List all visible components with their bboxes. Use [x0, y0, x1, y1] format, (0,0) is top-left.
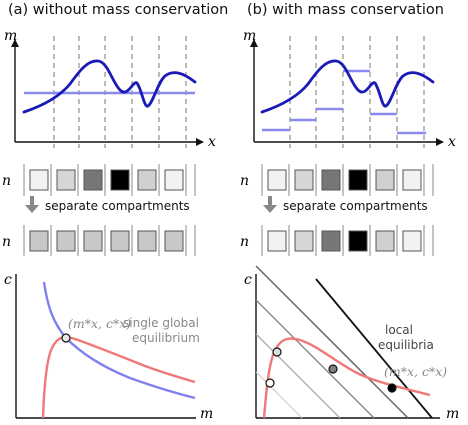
compartment-box — [375, 169, 395, 191]
compartment-box — [137, 169, 157, 191]
panel-b-point-white — [265, 378, 275, 388]
panel-a-compartments-row2 — [23, 225, 196, 256]
panel-b-annotation-line1: local — [385, 323, 413, 337]
panel-a-title: (a) without mass conservation — [8, 2, 229, 18]
compartment-box — [267, 169, 287, 191]
panel-b-profile-curve — [260, 59, 435, 114]
panel-a-equilibrium-point — [61, 333, 71, 343]
panel-b-point-gray — [328, 364, 338, 374]
panel-b-title: (b) with mass conservation — [247, 2, 444, 18]
panel-b-compartments-row2 — [261, 225, 434, 256]
panel-a-bottom-plot: c m (m*x, c*x) single global equilibrium — [4, 272, 213, 422]
panel-b-compartments-row1 — [261, 164, 434, 196]
panel-a-top-plot: m x — [4, 28, 216, 150]
compartment-box — [375, 230, 395, 252]
compartment-box — [321, 169, 341, 191]
panel-b-red-curve — [262, 337, 431, 419]
compartment-box — [294, 169, 314, 191]
panel-a-c-label: c — [4, 272, 12, 288]
compartment-box — [348, 230, 368, 252]
panel-b-point-label: (m*x, c*x) — [384, 364, 447, 379]
panel-a-top-x-label: x — [208, 134, 216, 150]
panel-b-c-label: c — [244, 272, 252, 288]
compartment-box — [137, 230, 157, 252]
panel-b-point-light — [272, 347, 282, 357]
panel-b-arrow-label: separate compartments — [283, 199, 428, 213]
panel-a-compartments-row1 — [23, 164, 196, 196]
compartment-box — [29, 169, 49, 191]
panel-b-annotation-line2: equilibria — [378, 338, 434, 352]
compartment-box — [164, 169, 184, 191]
compartment-box — [110, 169, 130, 191]
compartment-box — [164, 230, 184, 252]
panel-b-bottom-plot: c m local equilibria (m*x, c*x) — [244, 265, 459, 422]
compartment-box — [321, 230, 341, 252]
panel-b-mean-segments — [262, 69, 426, 135]
panel-a-annotation-line2: equilibrium — [132, 331, 200, 345]
compartment-box — [83, 169, 103, 191]
compartment-box — [267, 230, 287, 252]
panel-b-mass-lines — [255, 265, 433, 419]
panel-a-point-label: (m*x, c*x) — [68, 316, 131, 331]
panel-b-dashed-lines — [289, 36, 425, 148]
panel-b-down-arrow — [263, 196, 277, 213]
compartment-box — [110, 230, 130, 252]
compartment-box — [56, 169, 76, 191]
panel-b-n-label-1: n — [240, 173, 249, 189]
panel-a-n-label-2: n — [2, 234, 11, 250]
panel-a-annotation-line1: single global — [123, 316, 199, 330]
panel-b-m-label: m — [446, 406, 459, 422]
panel-b-point-black — [387, 383, 397, 393]
panel-a-top-y-label: m — [4, 28, 17, 44]
panel-a-blue-curve — [42, 281, 196, 400]
compartment-box — [402, 230, 422, 252]
compartment-box — [83, 230, 103, 252]
compartment-box — [348, 169, 368, 191]
panel-a-red-curve — [41, 335, 196, 419]
panel-a-arrow-label: separate compartments — [45, 199, 190, 213]
panel-b-top-plot: m x — [243, 28, 456, 150]
compartment-box — [402, 169, 422, 191]
panel-b-n-label-2: n — [240, 234, 249, 250]
compartment-box — [29, 230, 49, 252]
compartment-box — [56, 230, 76, 252]
panel-b-top-y-label: m — [243, 28, 256, 44]
compartment-box — [294, 230, 314, 252]
panel-a-profile-curve — [22, 59, 197, 114]
panel-a-n-label-1: n — [2, 173, 11, 189]
panel-a-down-arrow — [25, 196, 39, 213]
panel-b-top-x-label: x — [448, 134, 456, 150]
panel-a-m-label: m — [200, 406, 213, 422]
